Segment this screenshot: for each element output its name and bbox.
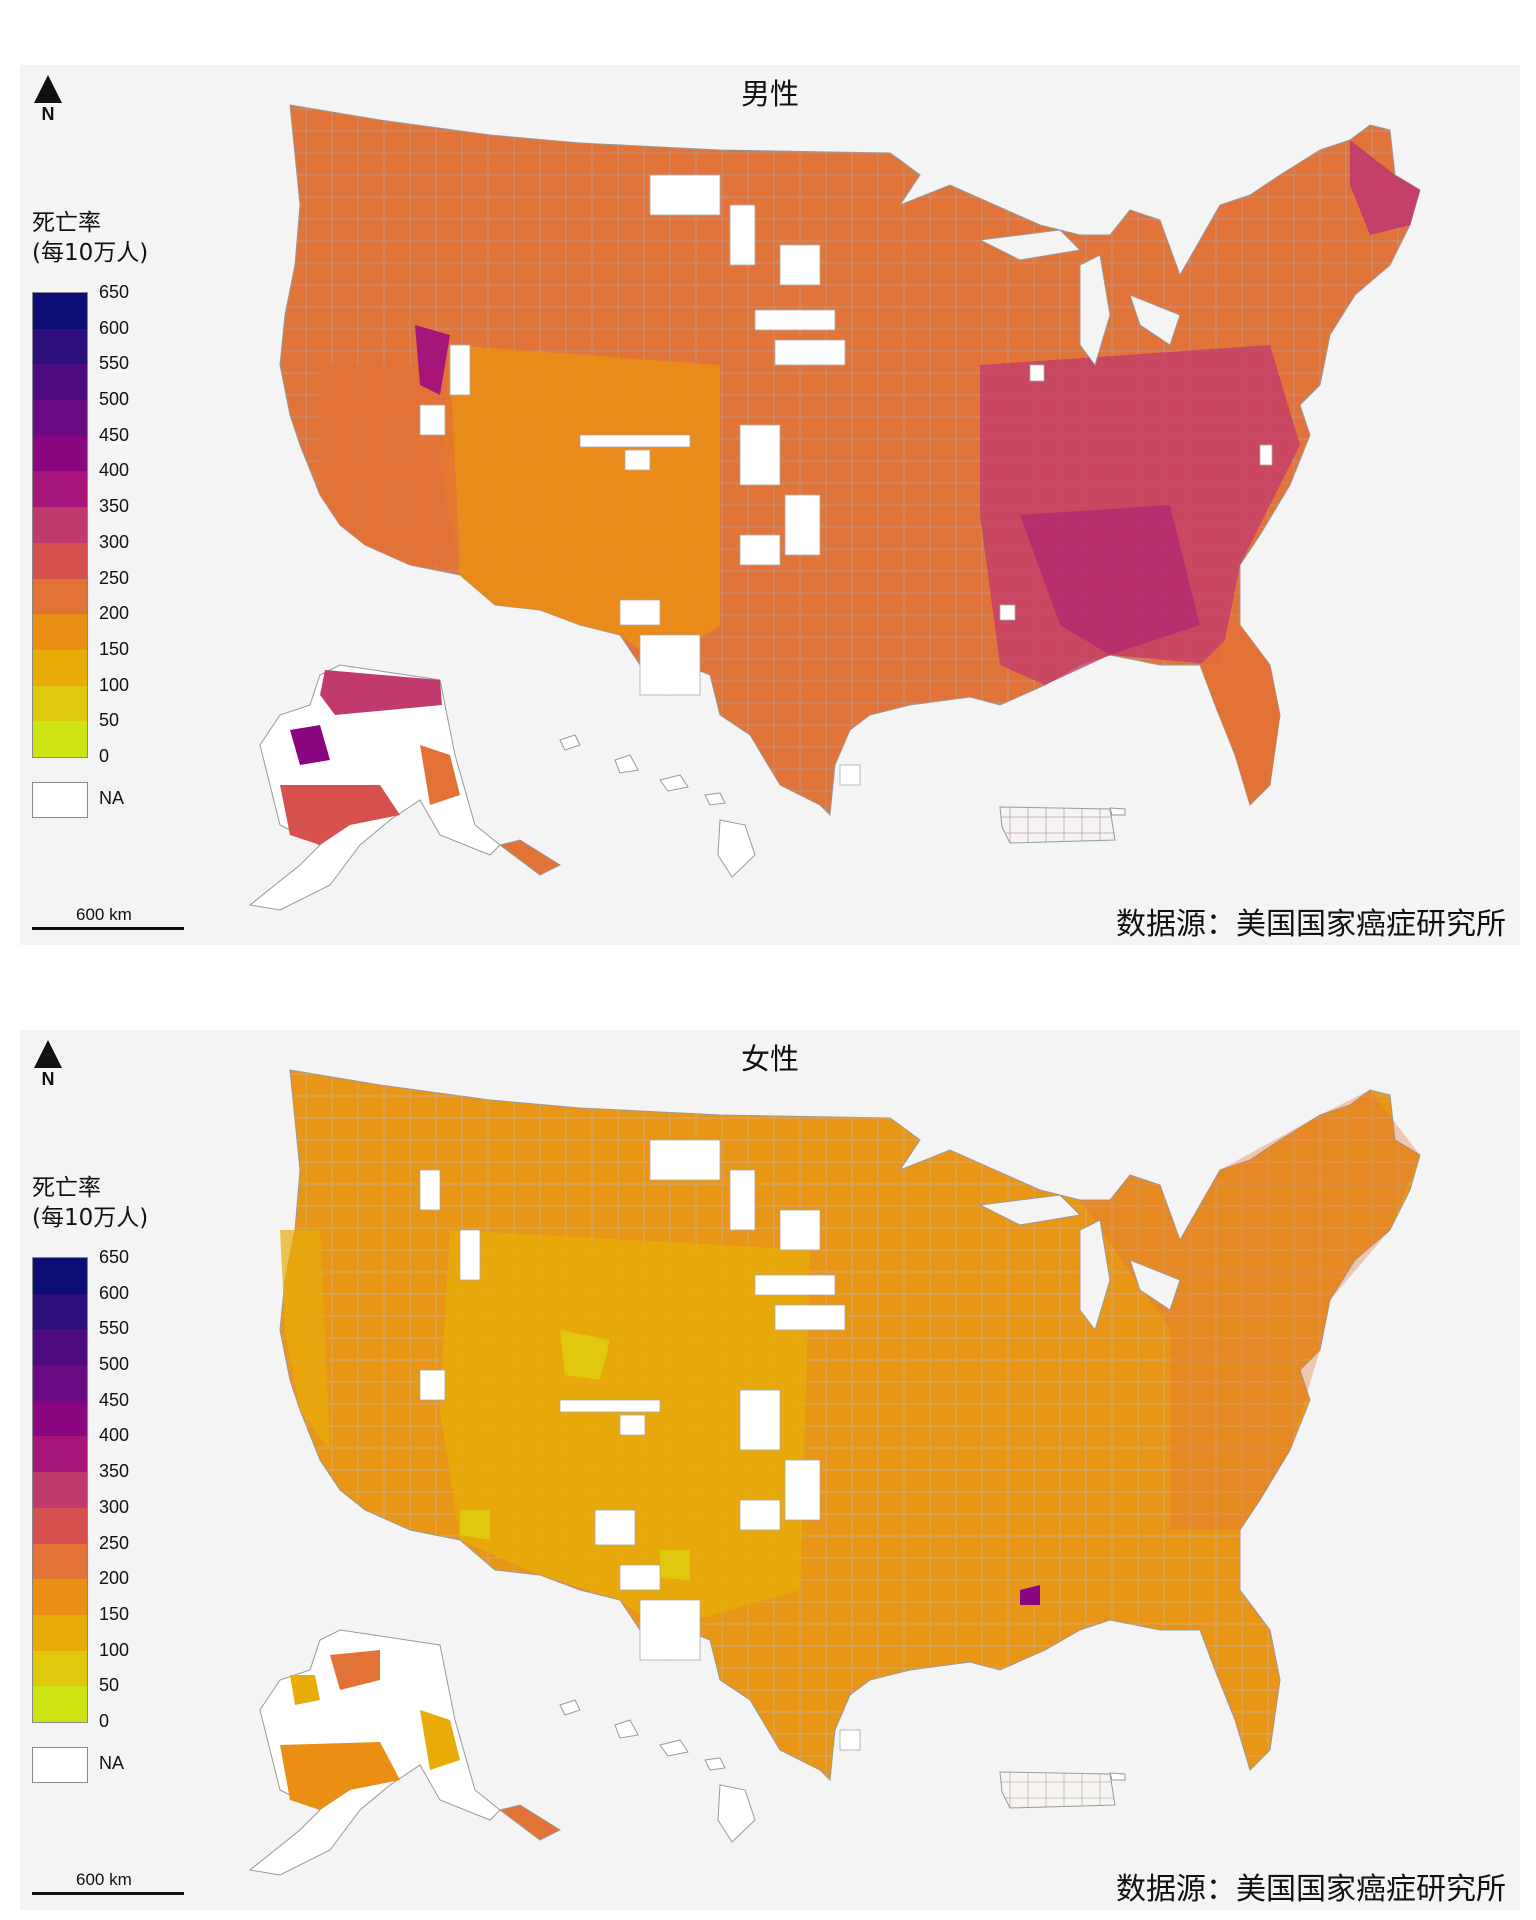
legend-swatch	[33, 1686, 87, 1722]
map-panel-female: 女性 N 死亡率 (每10万人) 650 600 550 500 450 400…	[20, 1030, 1520, 1910]
legend-tick: 250	[99, 567, 130, 588]
legend-swatch	[33, 328, 87, 365]
legend-tick: 250	[99, 1532, 130, 1553]
scale-bar	[32, 927, 184, 930]
legend-swatch	[33, 507, 87, 543]
legend-na-swatch	[32, 782, 88, 818]
legend-swatch	[33, 578, 87, 615]
choropleth-map-female	[248, 1069, 1421, 1876]
legend-swatch	[33, 1293, 87, 1330]
legend-tick: 650	[99, 1247, 130, 1267]
source-note: 数据源：美国国家癌症研究所	[1116, 1872, 1506, 1907]
panel-title: 男性	[740, 77, 799, 111]
source-note: 数据源：美国国家癌症研究所	[1116, 907, 1506, 942]
legend-color-ramp	[32, 292, 88, 758]
legend-swatch	[33, 1365, 87, 1401]
legend-tick: 550	[99, 1318, 130, 1339]
legend-swatch	[33, 471, 87, 508]
scale-bar-label: 600 km	[76, 905, 132, 924]
legend-tick: 600	[99, 317, 130, 338]
legend-tick: 450	[99, 1389, 130, 1410]
legend-swatch	[33, 614, 87, 650]
legend-tick: 300	[99, 1496, 130, 1517]
legend-tick: 150	[99, 1603, 130, 1624]
legend-tick: 600	[99, 1282, 130, 1303]
legend-tick: 500	[99, 1354, 130, 1375]
north-arrow: N	[30, 75, 66, 125]
north-arrow: N	[30, 1040, 66, 1090]
legend-swatch	[33, 1507, 87, 1544]
legend-swatch	[33, 685, 87, 722]
legend-title-line1: 死亡率	[32, 1175, 101, 1201]
legend-tick: 350	[99, 496, 130, 517]
legend-tick: 150	[99, 638, 130, 659]
map-panel-male: 男性 N 死亡率 (每10万人) 650 600 550 500 450 400…	[20, 65, 1520, 945]
legend-tick: 100	[99, 1639, 130, 1660]
legend-tick: 450	[99, 424, 130, 445]
legend-swatch	[33, 364, 87, 401]
legend-swatch	[33, 1258, 87, 1294]
legend-title-line2: (每10万人)	[32, 1205, 149, 1231]
legend-swatch	[33, 721, 87, 757]
legend-color-ramp	[32, 1257, 88, 1723]
north-label: N	[41, 104, 55, 124]
legend-tick: 0	[99, 1710, 110, 1731]
legend-swatch	[33, 1614, 87, 1651]
legend-swatch	[33, 1400, 87, 1437]
legend-tick: 200	[99, 1568, 130, 1589]
choropleth-map-male	[248, 104, 1421, 911]
legend-ticks: 650 600 550 500 450 400 350 300 250 200 …	[99, 281, 129, 781]
legend-title-line2: (每10万人)	[32, 240, 149, 266]
legend-swatch	[33, 1329, 87, 1366]
legend-tick: 500	[99, 389, 130, 410]
legend-tick: 0	[99, 745, 110, 766]
panel-title: 女性	[740, 1042, 799, 1076]
legend-tick: 300	[99, 531, 130, 552]
legend-na-swatch	[32, 1747, 88, 1783]
legend-swatch	[33, 293, 87, 329]
legend-swatch	[33, 400, 87, 436]
legend-tick: 400	[99, 460, 130, 481]
legend-swatch	[33, 1436, 87, 1473]
north-arrow-icon	[34, 1040, 62, 1068]
legend-tick: 350	[99, 1461, 130, 1482]
legend-swatch	[33, 1543, 87, 1580]
legend-swatch	[33, 649, 87, 686]
legend-tick: 100	[99, 674, 130, 695]
legend-na-label: NA	[99, 1753, 125, 1773]
legend-tick: 650	[99, 282, 130, 302]
legend-swatch	[33, 1579, 87, 1615]
legend-tick: 200	[99, 603, 130, 624]
legend-title-line1: 死亡率	[32, 210, 101, 236]
legend-tick: 400	[99, 1425, 130, 1446]
legend-tick: 50	[99, 710, 120, 731]
legend-title: 死亡率 (每10万人)	[32, 1173, 148, 1233]
north-label: N	[41, 1069, 55, 1089]
legend-swatch	[33, 1472, 87, 1508]
legend-swatch	[33, 435, 87, 472]
legend-title: 死亡率 (每10万人)	[32, 208, 148, 268]
legend-tick: 550	[99, 353, 130, 374]
legend-tick: 50	[99, 1675, 120, 1696]
legend-swatch	[33, 1650, 87, 1687]
legend-swatch	[33, 542, 87, 579]
legend-na-label: NA	[99, 788, 125, 808]
legend-ticks: 650 600 550 500 450 400 350 300 250 200 …	[99, 1246, 129, 1746]
scale-bar	[32, 1892, 184, 1895]
scale-bar-label: 600 km	[76, 1870, 132, 1889]
north-arrow-icon	[34, 75, 62, 103]
